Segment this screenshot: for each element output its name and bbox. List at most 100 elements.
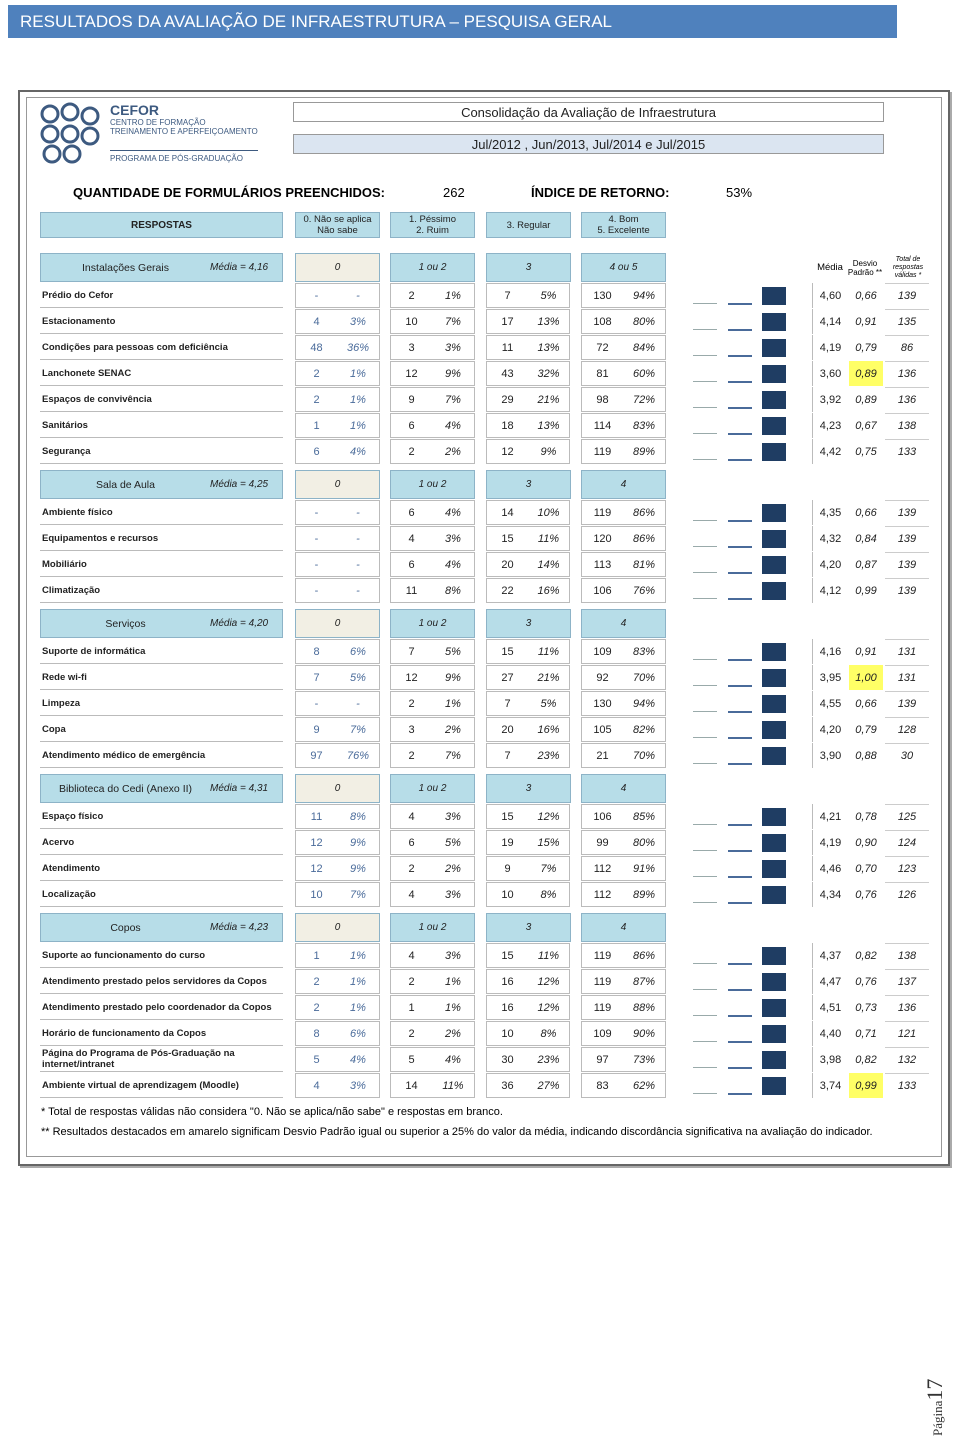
mini-line (728, 989, 752, 991)
mini-line (728, 433, 752, 435)
cell: 86% (623, 526, 666, 551)
cell: 36 (486, 1073, 528, 1098)
row-label: Ambiente virtual de aprendizagem (Moodle… (40, 1073, 283, 1098)
cell: 4 (390, 882, 432, 907)
cell: 11% (528, 943, 570, 968)
stat-total: 133 (885, 1073, 929, 1098)
cell: 9 (390, 387, 432, 412)
cell: 76% (337, 743, 380, 768)
legend-title: RESPOSTAS (40, 212, 283, 238)
row-label: Localização (40, 882, 283, 907)
mini-line (693, 355, 717, 356)
cell: 4% (432, 500, 475, 525)
stat-total: 136 (885, 361, 929, 386)
stat-total: 139 (885, 578, 929, 603)
stat-dp: 0,89 (855, 393, 877, 406)
cell: 4 (390, 804, 432, 829)
cell: 130 (581, 283, 623, 308)
cell: 80% (623, 830, 666, 855)
cell: 70% (623, 743, 666, 768)
cell: 30 (486, 1047, 528, 1072)
cell: 12% (528, 995, 570, 1020)
stat-media: 4,32 (812, 526, 848, 551)
mini-box (762, 669, 786, 687)
cell: 11 (295, 804, 337, 829)
column-head: 1 ou 2 (390, 609, 475, 638)
cell: 97 (581, 1047, 623, 1072)
return-value: 53% (726, 185, 753, 200)
mini-line (693, 459, 717, 460)
mini-box (762, 747, 786, 765)
cell: - (295, 578, 337, 603)
cell: 8 (295, 639, 337, 664)
cell: 10 (390, 309, 432, 334)
cell: 4% (337, 1047, 380, 1072)
stat-media: 3,98 (812, 1047, 848, 1072)
mini-line (693, 711, 717, 712)
stat-dp: 0,75 (855, 445, 877, 458)
cell: 97 (295, 743, 337, 768)
page-title: RESULTADOS DA AVALIAÇÃO DE INFRAESTRUTUR… (20, 11, 613, 31)
mini-box (762, 417, 786, 435)
cell: - (337, 283, 380, 308)
mini-box (762, 313, 786, 331)
cell: - (295, 552, 337, 577)
cell: 91% (623, 856, 666, 881)
cell: 2 (390, 439, 432, 464)
cell: 12% (528, 804, 570, 829)
stat-dp: 0,88 (855, 749, 877, 762)
mini-box (762, 721, 786, 739)
mini-line (693, 902, 717, 903)
cell: 92 (581, 665, 623, 690)
mini-box (762, 339, 786, 357)
cell: 12 (390, 665, 432, 690)
mini-box (762, 287, 786, 305)
cell: 7 (295, 665, 337, 690)
mini-line (693, 1041, 717, 1042)
cell: 22 (486, 578, 528, 603)
cell: 3% (432, 526, 475, 551)
mini-box (762, 643, 786, 661)
stat-media: 4,47 (812, 969, 848, 994)
stat-media: 4,37 (812, 943, 848, 968)
forms-value: 262 (443, 185, 465, 200)
cell: 2% (432, 1021, 475, 1046)
cell: 7 (486, 283, 528, 308)
row-label: Mobiliário (40, 552, 283, 577)
column-head: 0 (295, 609, 380, 638)
cell: 1% (432, 691, 475, 716)
mini-box (762, 808, 786, 826)
cell: 23% (528, 743, 570, 768)
cell: 2 (295, 969, 337, 994)
header-title: Consolidação da Avaliação de Infraestrut… (293, 102, 884, 122)
cell: 2 (390, 283, 432, 308)
stat-total: 121 (885, 1021, 929, 1046)
mini-line (728, 329, 752, 331)
stat-total: 138 (885, 943, 929, 968)
stat-media: 4,51 (812, 995, 848, 1020)
cell: 4% (337, 439, 380, 464)
row-label: Acervo (40, 830, 283, 855)
stat-dp: 0,79 (855, 341, 877, 354)
stat-dp: 0,84 (855, 532, 877, 545)
cell: - (295, 526, 337, 551)
stat-total: 139 (885, 691, 929, 716)
cell: 4 (390, 943, 432, 968)
cell: 12% (528, 969, 570, 994)
stat-media: 4,35 (812, 500, 848, 525)
column-head: 4 (581, 609, 666, 638)
cell: 81 (581, 361, 623, 386)
cell: 27 (486, 665, 528, 690)
row-label: Equipamentos e recursos (40, 526, 283, 551)
mini-box (762, 504, 786, 522)
mini-line (728, 876, 752, 878)
cell: 72% (623, 387, 666, 412)
cell: 21 (581, 743, 623, 768)
section-title: Copos (40, 913, 210, 942)
cell: 5% (432, 639, 475, 664)
section-media: Média = 4,16 (210, 253, 283, 282)
mini-line (728, 407, 752, 409)
mini-line (693, 572, 717, 573)
cell: 73% (623, 1047, 666, 1072)
mini-line (693, 303, 717, 304)
